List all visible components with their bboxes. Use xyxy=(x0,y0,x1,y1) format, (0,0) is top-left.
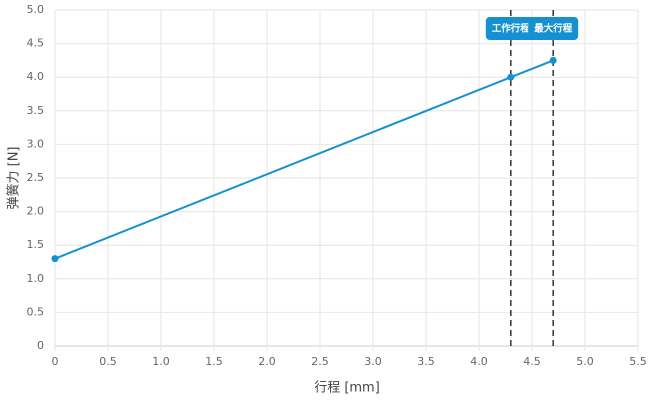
annotation-box xyxy=(485,17,536,40)
x-tick-label: 3.0 xyxy=(364,355,382,368)
y-tick-label: 2.5 xyxy=(27,171,45,184)
annotation-label: 最大行程 xyxy=(534,23,573,35)
x-tick-label: 5.0 xyxy=(576,355,594,368)
y-tick-label: 1.0 xyxy=(27,272,45,285)
data-point xyxy=(507,73,515,81)
x-tick-label: 4.5 xyxy=(523,355,541,368)
x-axis-title: 行程 [mm] xyxy=(314,381,380,396)
annotation-label: 工作行程 xyxy=(492,23,531,35)
x-tick-label: 4.0 xyxy=(470,355,488,368)
y-tick-label: 3.0 xyxy=(27,137,45,150)
y-tick-label: 0 xyxy=(37,339,44,352)
y-tick-label: 4.5 xyxy=(27,37,45,50)
y-tick-label: 2.0 xyxy=(27,205,45,218)
series-line xyxy=(54,59,554,260)
data-point xyxy=(51,255,59,263)
x-tick-label: 0.5 xyxy=(99,355,117,368)
data-point xyxy=(549,56,557,64)
y-tick-label: 1.5 xyxy=(27,238,45,251)
y-tick-label: 3.5 xyxy=(27,104,45,117)
y-axis-title: 弹簧力 [N] xyxy=(6,146,22,209)
annotation-box xyxy=(528,17,579,40)
y-tick-label: 5.0 xyxy=(27,3,45,16)
x-tick-label: 3.5 xyxy=(417,355,435,368)
x-tick-label: 1.0 xyxy=(152,355,170,368)
y-tick-label: 4.0 xyxy=(27,70,45,83)
x-tick-label: 2.5 xyxy=(311,355,329,368)
x-tick-label: 0 xyxy=(52,355,59,368)
y-tick-label: 0.5 xyxy=(27,305,45,318)
x-tick-label: 2.0 xyxy=(258,355,276,368)
x-tick-label: 5.5 xyxy=(629,355,647,368)
x-tick-label: 1.5 xyxy=(205,355,223,368)
